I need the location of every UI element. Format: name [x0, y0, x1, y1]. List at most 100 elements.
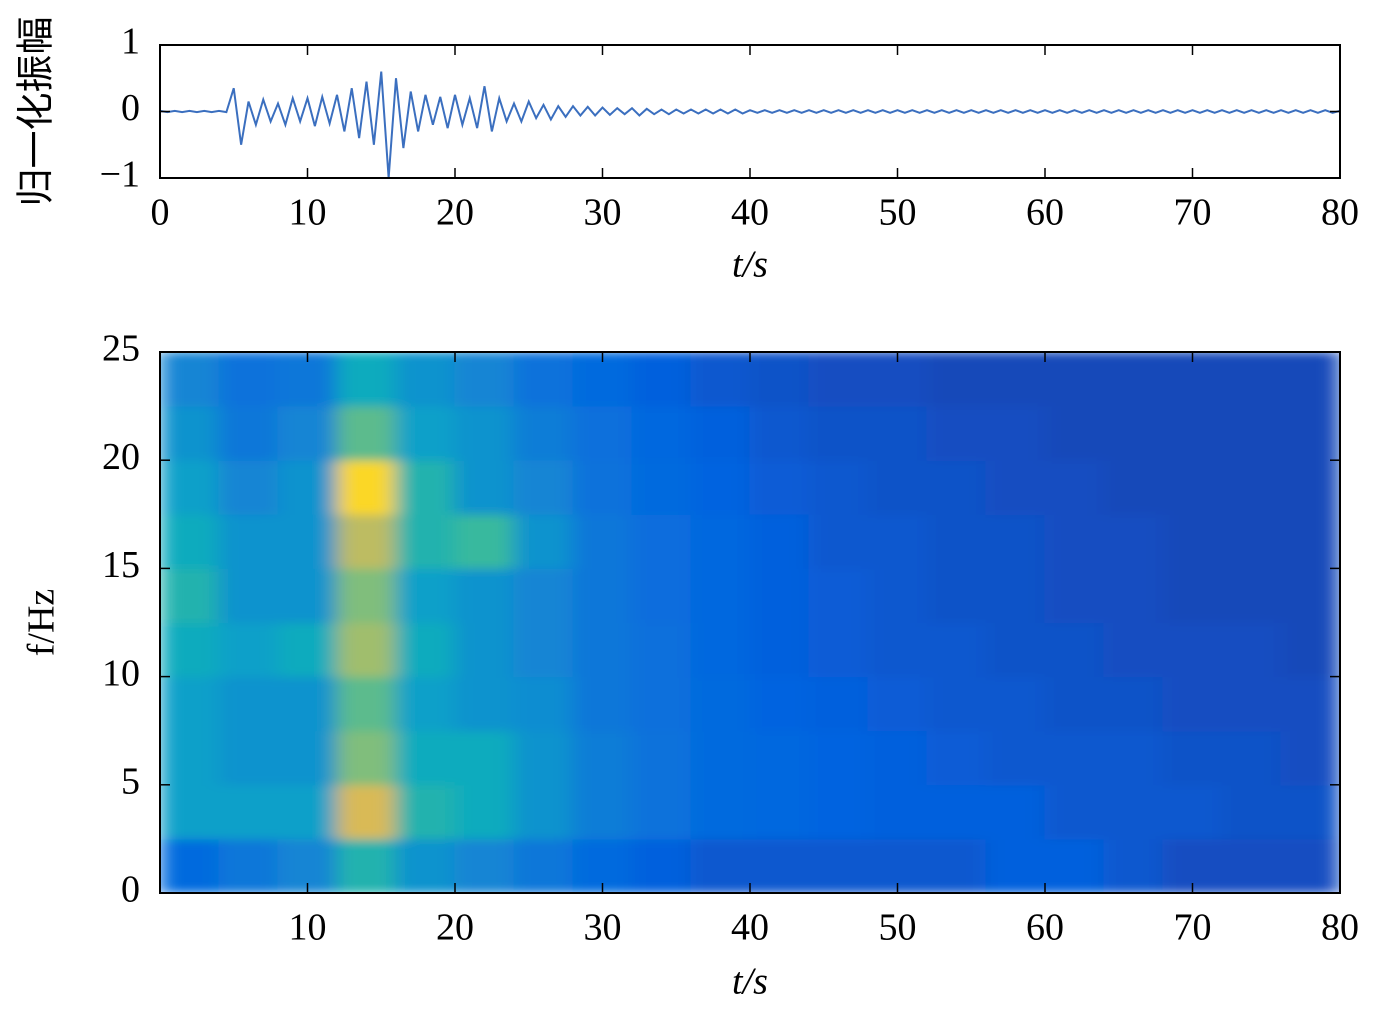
heatmap-cell: [336, 622, 397, 678]
heatmap-cell: [1221, 459, 1282, 515]
heatmap-cell: [277, 459, 338, 515]
heatmap-cell: [631, 838, 692, 893]
heatmap-cell: [1221, 676, 1282, 732]
heatmap-cell: [749, 730, 810, 786]
heatmap-cell: [218, 730, 279, 786]
heatmap-cell: [1280, 784, 1340, 840]
heatmap-cell: [867, 730, 928, 786]
heatmap-cell: [160, 784, 220, 840]
heatmap-cell: [1044, 567, 1105, 623]
heatmap-cell: [1103, 405, 1164, 461]
y-tick-label: −1: [100, 154, 140, 196]
heatmap-cell: [513, 513, 574, 569]
heatmap-cell: [1280, 622, 1340, 678]
heatmap-cell: [513, 405, 574, 461]
heatmap-cell: [395, 405, 456, 461]
heatmap-cell: [395, 730, 456, 786]
x-tick-label: 80: [1321, 192, 1359, 234]
heatmap-cell: [749, 784, 810, 840]
x-tick-label: 10: [289, 192, 327, 234]
plot-frame: [159, 44, 1341, 179]
y-tick-label: 10: [102, 652, 140, 694]
x-tick-label: 60: [1026, 907, 1064, 949]
heatmap-cell: [513, 730, 574, 786]
heatmap-cell: [1280, 676, 1340, 732]
heatmap-cell: [572, 405, 633, 461]
heatmap-cell: [808, 676, 869, 732]
x-tick-label: 20: [436, 907, 474, 949]
heatmap-cell: [808, 838, 869, 893]
heatmap-cell: [277, 676, 338, 732]
heatmap-cell: [867, 405, 928, 461]
x-tick-label: 30: [584, 907, 622, 949]
heatmap-cell: [808, 622, 869, 678]
heatmap-cell: [336, 838, 397, 893]
heatmap-cell: [218, 405, 279, 461]
x-axis-label: t/s: [732, 244, 768, 286]
heatmap-cell: [336, 405, 397, 461]
heatmap-cell: [926, 784, 987, 840]
heatmap-cell: [867, 513, 928, 569]
heatmap-cell: [985, 784, 1046, 840]
heatmap-cell: [1221, 838, 1282, 893]
heatmap-cell: [631, 352, 692, 407]
heatmap-cell: [513, 352, 574, 407]
heatmap-cell: [160, 513, 220, 569]
heatmap-cell: [454, 567, 515, 623]
heatmap-cell: [1103, 567, 1164, 623]
heatmap-cell: [985, 352, 1046, 407]
x-tick-label: 80: [1321, 907, 1359, 949]
heatmap-cell: [749, 513, 810, 569]
heatmap-cell: [336, 513, 397, 569]
x-tick-label: 0: [151, 192, 170, 234]
heatmap-cell: [572, 567, 633, 623]
x-tick-label: 30: [584, 192, 622, 234]
y-tick-label: 15: [102, 544, 140, 586]
heatmap-cell: [631, 459, 692, 515]
heatmap-cell: [867, 567, 928, 623]
heatmap-cell: [395, 352, 456, 407]
heatmap-cell: [336, 730, 397, 786]
heatmap-cell: [867, 676, 928, 732]
heatmap-cells: [160, 352, 1340, 893]
heatmap-cell: [572, 784, 633, 840]
x-tick-label: 20: [436, 192, 474, 234]
heatmap-cell: [1280, 567, 1340, 623]
heatmap-cell: [690, 405, 751, 461]
heatmap-cell: [454, 405, 515, 461]
heatmap-cell: [749, 622, 810, 678]
heatmap-cell: [572, 622, 633, 678]
heatmap-cell: [160, 352, 220, 407]
heatmap-cell: [631, 784, 692, 840]
heatmap-cell: [985, 676, 1046, 732]
heatmap-cell: [1280, 513, 1340, 569]
heatmap-cell: [277, 405, 338, 461]
heatmap-cell: [218, 459, 279, 515]
heatmap-cell: [631, 622, 692, 678]
heatmap-cell: [690, 352, 751, 407]
heatmap-cell: [1280, 405, 1340, 461]
y-tick-label: 0: [121, 87, 140, 129]
heatmap-cell: [749, 838, 810, 893]
heatmap-cell: [1221, 622, 1282, 678]
heatmap-cell: [160, 459, 220, 515]
heatmap-cell: [1162, 730, 1223, 786]
heatmap-cell: [395, 567, 456, 623]
heatmap-cell: [985, 513, 1046, 569]
heatmap-cell: [690, 513, 751, 569]
heatmap-cell: [808, 784, 869, 840]
heatmap-cell: [926, 513, 987, 569]
heatmap-cell: [690, 730, 751, 786]
heatmap-cell: [1044, 676, 1105, 732]
heatmap-cell: [454, 622, 515, 678]
heatmap-cell: [336, 676, 397, 732]
waveform-line: [159, 71, 1341, 179]
heatmap-cell: [218, 784, 279, 840]
x-tick-label: 40: [731, 907, 769, 949]
heatmap-cell: [1103, 513, 1164, 569]
x-tick-label: 60: [1026, 192, 1064, 234]
heatmap-cell: [867, 459, 928, 515]
heatmap-cell: [572, 459, 633, 515]
heatmap-cell: [985, 405, 1046, 461]
